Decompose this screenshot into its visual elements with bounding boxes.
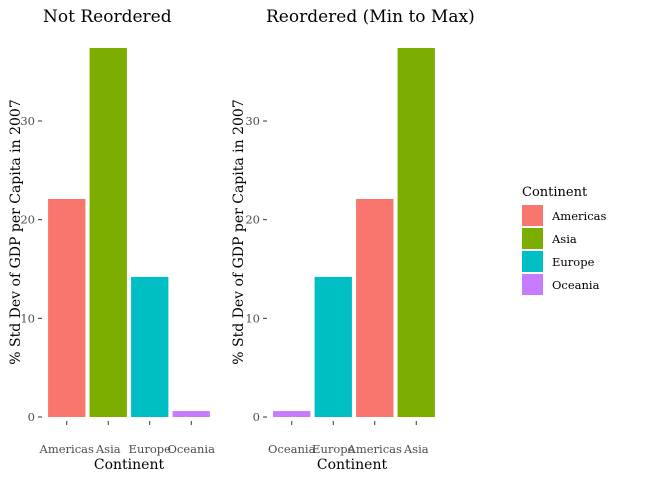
bar-americas <box>48 198 86 417</box>
legend: Continent Americas Asia Europe Oceania <box>522 185 606 295</box>
y-tick-label: 0 <box>253 410 260 424</box>
bar-europe <box>314 276 352 417</box>
y-tick-label: 0 <box>28 410 35 424</box>
legend-label: Asia <box>551 232 577 246</box>
y-tick-label: 30 <box>245 114 260 128</box>
y-axis: 0 10 20 30 <box>20 114 42 424</box>
x-tick-label: Asia <box>95 442 121 456</box>
bar-americas <box>356 198 394 417</box>
y-tick-label: 10 <box>245 311 260 325</box>
x-tick-label: Europe <box>312 442 355 456</box>
bar-group <box>48 48 210 417</box>
x-tick-label: Oceania <box>168 442 216 456</box>
y-tick-label: 10 <box>20 311 35 325</box>
legend-items: Americas Asia Europe Oceania <box>522 205 606 295</box>
legend-swatch-europe <box>522 251 543 272</box>
bar-oceania <box>273 411 311 417</box>
panel-not-reordered: Not Reordered % Std Dev of GDP per Capit… <box>8 7 215 473</box>
x-tick-label: Asia <box>403 442 429 456</box>
legend-label: Europe <box>552 255 595 269</box>
y-tick-label: 20 <box>245 213 260 227</box>
legend-swatch-oceania <box>522 274 543 295</box>
legend-label: Americas <box>551 209 606 223</box>
x-tick-label: Americas <box>347 442 402 456</box>
bar-asia <box>89 48 127 417</box>
bar-asia <box>397 48 435 417</box>
legend-label: Oceania <box>552 278 600 292</box>
y-tick-label: 20 <box>20 213 35 227</box>
x-tick-label: Oceania <box>268 442 316 456</box>
panel-reordered: Reordered (Min to Max) % Std Dev of GDP … <box>231 7 475 473</box>
chart-title: Not Reordered <box>43 7 172 27</box>
legend-swatch-americas <box>522 205 543 226</box>
bar-oceania <box>172 411 210 417</box>
y-axis: 0 10 20 30 <box>245 114 267 424</box>
y-axis-label: % Std Dev of GDP per Capita in 2007 <box>231 99 247 364</box>
bar-europe <box>131 276 169 417</box>
x-axis-label: Continent <box>317 457 388 473</box>
x-axis-label: Continent <box>94 457 165 473</box>
y-axis-label: % Std Dev of GDP per Capita in 2007 <box>8 99 24 364</box>
bar-group <box>273 48 435 417</box>
legend-swatch-asia <box>522 228 543 249</box>
y-tick-label: 30 <box>20 114 35 128</box>
x-tick-label: Europe <box>129 442 172 456</box>
legend-title: Continent <box>522 185 588 200</box>
x-tick-label: Americas <box>39 442 94 456</box>
chart-title: Reordered (Min to Max) <box>266 7 475 27</box>
